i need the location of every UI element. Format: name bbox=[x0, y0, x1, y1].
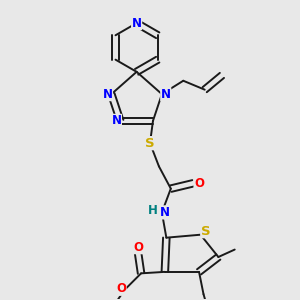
Text: H: H bbox=[148, 204, 158, 218]
Text: N: N bbox=[103, 88, 112, 100]
Text: O: O bbox=[133, 241, 143, 254]
Text: N: N bbox=[132, 16, 142, 30]
Text: O: O bbox=[116, 282, 126, 295]
Text: S: S bbox=[201, 225, 210, 238]
Text: O: O bbox=[194, 177, 204, 190]
Text: S: S bbox=[145, 137, 155, 150]
Text: N: N bbox=[111, 114, 122, 128]
Text: N: N bbox=[160, 206, 170, 219]
Text: N: N bbox=[161, 88, 171, 100]
